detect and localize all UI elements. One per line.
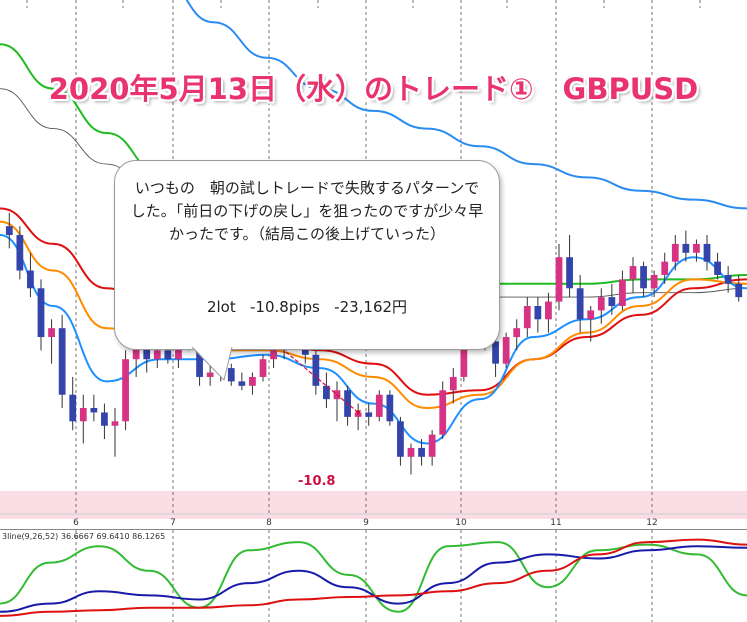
candle-body <box>724 274 732 284</box>
candle-body <box>629 266 637 280</box>
candle-body <box>27 270 34 289</box>
note-bubble <box>114 160 500 350</box>
candle-body <box>48 328 55 338</box>
note-bubble-tail <box>191 346 233 381</box>
note-text: いつもの 朝の試しトレードで失敗するパターンでした。「前日の下げの戻し」を狙った… <box>130 179 484 243</box>
trade-pips-label: -10.8 <box>298 474 336 489</box>
price-zone-highlight <box>0 491 747 519</box>
candle-body <box>502 337 510 364</box>
x-tick-label: 6 <box>73 518 79 528</box>
candle-body <box>619 279 626 306</box>
trade-exit-marker <box>355 410 362 416</box>
candle-body <box>79 408 87 422</box>
moving-average-ma-mid <box>0 220 747 410</box>
candle-body <box>439 390 447 435</box>
candle-body <box>418 447 425 457</box>
candle-body <box>555 257 563 302</box>
x-tick-label: 10 <box>455 518 467 528</box>
candle-body <box>37 288 45 338</box>
candle-body <box>460 328 468 377</box>
candle-body <box>196 345 203 377</box>
candle-body <box>69 394 77 422</box>
candle-body <box>227 368 235 382</box>
x-tick-label: 12 <box>646 518 657 528</box>
candle-body <box>164 350 172 360</box>
candle-body <box>249 376 256 386</box>
candle-body <box>375 394 383 417</box>
x-tick-label: 9 <box>363 518 369 528</box>
candle-body <box>714 261 721 275</box>
candle-body <box>16 235 24 271</box>
note-result: 2lot -10.8pips -23,162円 <box>206 298 408 316</box>
candle-body <box>238 381 246 386</box>
indicator-lines <box>0 538 747 617</box>
candle-body <box>407 447 415 457</box>
indicator-chart <box>0 530 747 622</box>
candle-body <box>5 226 13 236</box>
candle-body <box>545 301 552 320</box>
candle-body <box>566 257 573 289</box>
candle-body <box>735 283 743 298</box>
candle-body <box>523 306 531 329</box>
moving-average-ma-slow <box>0 207 747 396</box>
candle-body <box>312 354 320 386</box>
candle-body <box>693 243 700 253</box>
x-tick-label: 11 <box>550 518 561 528</box>
candle-body <box>608 297 616 306</box>
candle-body <box>386 394 394 422</box>
candle-body <box>58 328 66 395</box>
candle-body <box>111 421 119 426</box>
candle-body <box>122 359 129 422</box>
x-tick-label: 8 <box>266 518 272 528</box>
trade-path-line <box>271 339 359 413</box>
candle-body <box>576 288 584 320</box>
candle-body <box>513 328 521 338</box>
candle-body <box>259 359 267 377</box>
candle-body <box>587 310 595 320</box>
candle-body <box>650 274 658 289</box>
candle-body <box>153 350 161 360</box>
candle-body <box>703 243 711 262</box>
candle-body <box>534 306 542 320</box>
candle-body <box>101 412 108 426</box>
candle-body <box>428 434 436 457</box>
candle-body <box>365 412 373 417</box>
x-tick-label: 7 <box>170 518 176 528</box>
candle-body <box>90 408 98 413</box>
indicator-label: 3line(9,26,52) 36.6667 69.6410 86.1265 <box>2 532 166 541</box>
vertical-gridlines <box>26 0 701 514</box>
indicator-line-red <box>0 538 747 617</box>
candle-body <box>270 350 277 360</box>
candle-body <box>206 372 214 377</box>
candle-body <box>397 421 404 457</box>
candle-body <box>640 266 647 289</box>
candle-body <box>671 243 679 262</box>
candle-body <box>449 376 457 391</box>
candle-body <box>682 243 690 253</box>
indicator-line-green <box>0 541 747 613</box>
candle-body <box>661 261 669 275</box>
page-title: 2020年5月13日（水）のトレード① GBPUSD <box>48 72 699 106</box>
candle-body <box>492 341 499 364</box>
candle-body <box>323 385 330 400</box>
candle-body <box>597 297 605 311</box>
moving-average-ma-blue_long <box>185 0 747 210</box>
time-axis-labels: 6 7 8 9 10 11 12 <box>73 518 658 528</box>
indicator-background <box>0 530 747 622</box>
